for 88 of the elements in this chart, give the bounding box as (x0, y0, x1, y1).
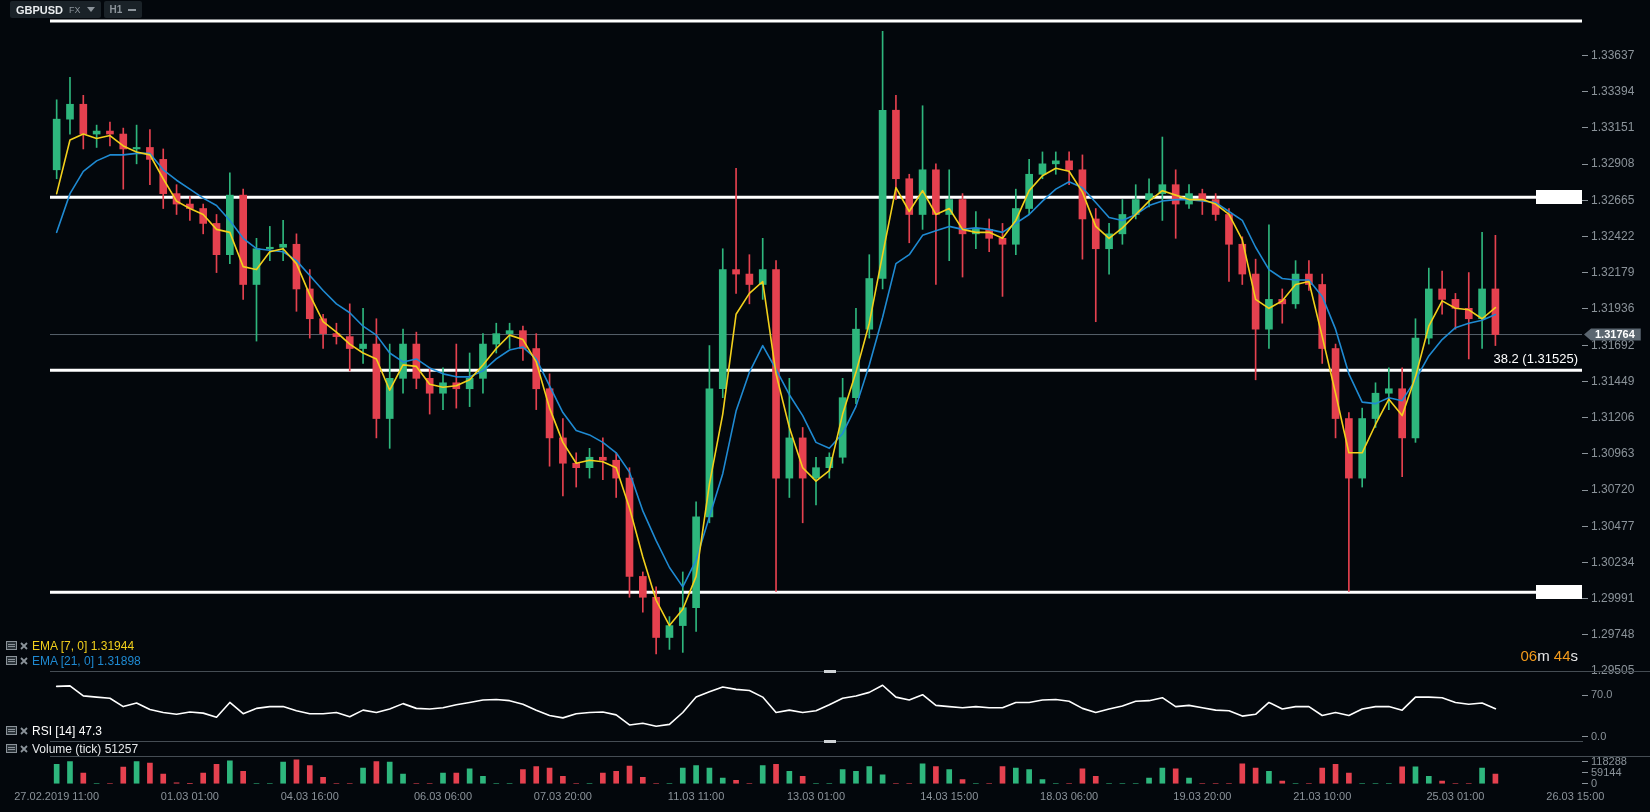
x-tick-label: 19.03 20:00 (1173, 790, 1232, 803)
y-tick-label: 1.33637 (1591, 47, 1635, 62)
bar (613, 771, 619, 784)
x-tick-label: 26.03 15:00 (1546, 790, 1605, 803)
chart-title: Volume (tick) 51257 (32, 741, 139, 756)
bar (1239, 763, 1246, 784)
y-tick-label: 1.31206 (1591, 409, 1635, 424)
y-tick-label: 1.33151 (1591, 120, 1635, 135)
bar (639, 776, 646, 784)
bar (1425, 775, 1432, 784)
bar (306, 765, 313, 784)
y-tick-label: 1.32422 (1591, 228, 1635, 243)
x-tick-label: 11.03 11:00 (667, 790, 725, 803)
bar (227, 760, 233, 784)
bar (693, 765, 699, 784)
x-tick-label: 04.03 16:00 (280, 790, 339, 803)
bar (160, 773, 167, 784)
bar (240, 771, 246, 784)
x-tick-label: 18.03 06:00 (1040, 790, 1099, 803)
annotation: H1 (109, 4, 123, 15)
y-tick-label: 1.29991 (1591, 590, 1635, 605)
bar (1479, 767, 1485, 784)
bar (853, 771, 859, 784)
bar (400, 773, 406, 784)
ref-line-label: 38.2 (1.31525) (1493, 351, 1578, 367)
bar (1092, 775, 1099, 784)
bar (679, 767, 686, 784)
y-tick-label: 59144 (1591, 765, 1622, 778)
y-tick-label: 1.30234 (1591, 554, 1635, 569)
bar (520, 769, 526, 784)
bar (533, 766, 540, 784)
x-tick-label: 06.03 06:00 (413, 790, 473, 803)
text: EMA [21, 0] 1.31898 (32, 653, 141, 668)
candlestick (1385, 367, 1393, 410)
bar (1399, 766, 1405, 784)
bar (147, 762, 153, 784)
bar (946, 769, 953, 784)
bar (1013, 767, 1019, 784)
bar (280, 761, 286, 784)
bar (1172, 768, 1179, 784)
x-tick-label: 27.02.2019 11:00 (14, 790, 100, 803)
bar (360, 767, 366, 784)
y-tick-label: 1.33394 (1591, 84, 1635, 99)
bar (320, 776, 326, 784)
bar (759, 765, 766, 784)
bar (480, 775, 486, 784)
text: EMA [7, 0] 1.31944 (32, 638, 135, 653)
bar (1319, 767, 1326, 784)
y-tick-label: 1.29748 (1591, 627, 1635, 642)
x-tick-label: 01.03 01:00 (160, 790, 219, 803)
y-tick-label: 1.30720 (1591, 482, 1635, 497)
y-tick-label: 0.0 (1591, 729, 1607, 742)
x-tick-label: 14.03 15:00 (920, 790, 979, 803)
bar (733, 780, 739, 784)
bar (120, 766, 127, 784)
y-tick-label: 70.0 (1591, 688, 1613, 701)
bar (440, 772, 446, 784)
y-tick-label: 1.31449 (1591, 373, 1635, 388)
bar (933, 766, 939, 784)
bar (1266, 771, 1272, 784)
bar (1346, 772, 1352, 784)
bar (560, 775, 566, 784)
y-tick-label: 1.31936 (1591, 301, 1635, 316)
bar (386, 761, 393, 784)
y-tick-label: 1.32908 (1591, 156, 1635, 171)
y-tick-label: 1.30477 (1591, 518, 1635, 533)
y-tick-label: 1.32179 (1591, 265, 1635, 280)
bar (866, 766, 873, 784)
chart-title: GBPUSD (16, 3, 64, 16)
x-tick-label: 21.03 10:00 (1293, 790, 1352, 803)
bar (200, 772, 207, 784)
y-tick-label: 1.30963 (1591, 446, 1635, 461)
text: FX (69, 4, 81, 15)
bar (1026, 769, 1032, 784)
bar (600, 772, 606, 784)
bar (453, 772, 460, 784)
y-tick-label: 1.32665 (1591, 192, 1635, 207)
bar (80, 772, 87, 784)
x-tick-label: 25.03 01:00 (1426, 790, 1485, 803)
y-tick-label: 118288 (1591, 754, 1627, 767)
x-tick-label: 07.03 20:00 (533, 790, 592, 803)
bar (799, 775, 806, 784)
y-tick-label: 0 (1591, 776, 1598, 789)
bar (67, 761, 73, 784)
annotation: 06m 44s (1520, 647, 1578, 664)
text: RSI [14] 47.3 (32, 723, 103, 738)
bar (773, 763, 779, 784)
x-tick-label: 13.03 01:00 (786, 790, 846, 803)
